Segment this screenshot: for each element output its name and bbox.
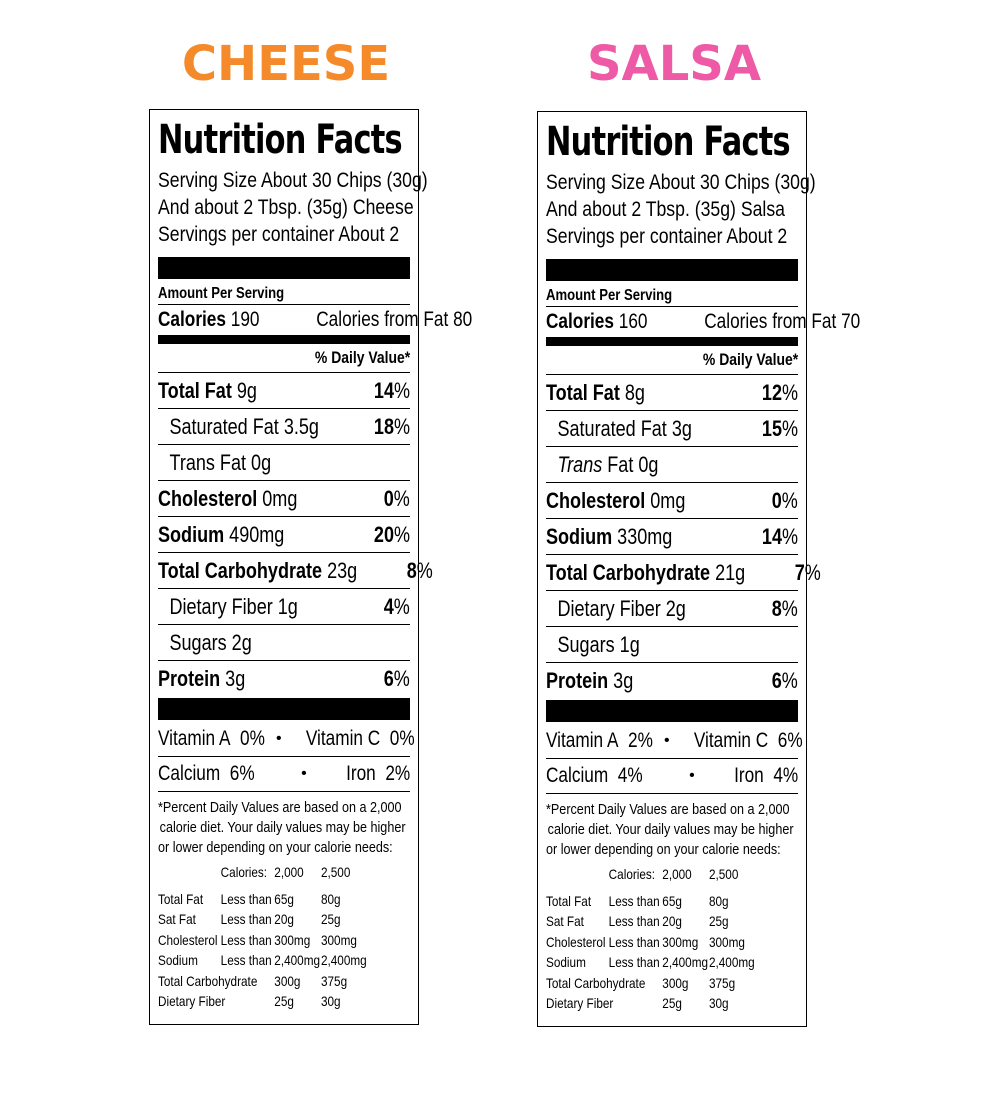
nutrient-row-cholesterol: Cholesterol 0mg 0% [158, 481, 410, 517]
calories-row: Calories 160 Calories from Fat 70 [546, 307, 860, 337]
serving-size: Serving Size About 30 Chips (30g) [158, 169, 428, 192]
nutrient-row-saturated-fat: Saturated Fat 3.5g 18% [158, 409, 410, 445]
nutrient-row-sodium: Sodium 330mg 14% [546, 519, 798, 555]
serving-extra: And about 2 Tbsp. (35g) Salsa [546, 198, 785, 221]
cheese-nutrition-label: Nutrition Facts Serving Size About 30 Ch… [149, 109, 472, 1025]
divider-bar [158, 698, 410, 720]
daily-value-header: % Daily Value* [546, 346, 798, 375]
calories-label: Calories [546, 310, 614, 333]
nutrient-row-dietary-fiber: Dietary Fiber 2g 8% [546, 591, 798, 627]
salsa-nutrition-label: Nutrition Facts Serving Size About 30 Ch… [537, 111, 860, 1027]
servings-per-container: Servings per container About 2 [158, 223, 400, 246]
nutrient-row-total-carbohydrate: Total Carbohydrate 21g 7% [546, 555, 821, 591]
amount-per-serving: Amount Per Serving [158, 283, 410, 305]
nutrient-row-saturated-fat: Saturated Fat 3g 15% [546, 411, 798, 447]
calories-label: Calories [158, 308, 226, 331]
divider-bar [546, 259, 798, 281]
calories-from-fat: Calories from Fat 80 [316, 308, 472, 331]
nutrient-row-sodium: Sodium 490mg 20% [158, 517, 410, 553]
nutrient-row-cholesterol: Cholesterol 0mg 0% [546, 483, 798, 519]
divider-bar [158, 257, 410, 279]
serving-size: Serving Size About 30 Chips (30g) [546, 171, 816, 194]
divider-bar [546, 337, 798, 346]
amount-per-serving: Amount Per Serving [546, 285, 798, 307]
label-title: Nutrition Facts [158, 117, 403, 163]
nutrient-row-trans-fat: Trans Fat 0g [158, 445, 410, 481]
nutrient-row-protein: Protein 3g 6% [546, 667, 798, 693]
daily-values-table: Calories: 2,000 2,500 Total Fat Less than 65… [158, 864, 367, 1009]
nutrient-row-total-fat: Total Fat 9g 14% [158, 373, 410, 409]
calories-row: Calories 190 Calories from Fat 80 [158, 305, 472, 335]
calories-value: 160 [618, 310, 648, 333]
nutrient-row-sugars: Sugars 1g [546, 627, 798, 663]
minerals-row: Calcium 4% • Iron 4% [546, 759, 798, 794]
cheese-heading: CHEESE [181, 36, 391, 92]
calories-value: 190 [230, 308, 260, 331]
divider-bar [158, 335, 410, 344]
nutrient-row-dietary-fiber: Dietary Fiber 1g 4% [158, 589, 410, 625]
nutrient-row-total-carbohydrate: Total Carbohydrate 23g 8% [158, 553, 433, 589]
divider-bar [546, 700, 798, 722]
vitamins-row: Vitamin A 2% • Vitamin C 6% [546, 724, 802, 759]
serving-extra: And about 2 Tbsp. (35g) Cheese [158, 196, 414, 219]
minerals-row: Calcium 6% • Iron 2% [158, 757, 410, 792]
salsa-heading: SALSA [586, 36, 762, 92]
footnote: *Percent Daily Values are based on a 2,0… [158, 799, 406, 856]
daily-value-header: % Daily Value* [158, 344, 410, 373]
label-title: Nutrition Facts [546, 119, 791, 165]
nutrient-row-trans-fat: Trans Fat 0g [546, 447, 798, 483]
calories-from-fat: Calories from Fat 70 [704, 310, 860, 333]
nutrient-row-protein: Protein 3g 6% [158, 665, 410, 691]
daily-values-table: Calories: 2,000 2,500 Total Fat Less than 65… [546, 866, 755, 1011]
nutrient-row-sugars: Sugars 2g [158, 625, 410, 661]
footnote: *Percent Daily Values are based on a 2,0… [546, 801, 794, 858]
vitamins-row: Vitamin A 0% • Vitamin C 0% [158, 722, 414, 757]
nutrient-row-total-fat: Total Fat 8g 12% [546, 375, 798, 411]
servings-per-container: Servings per container About 2 [546, 225, 788, 248]
